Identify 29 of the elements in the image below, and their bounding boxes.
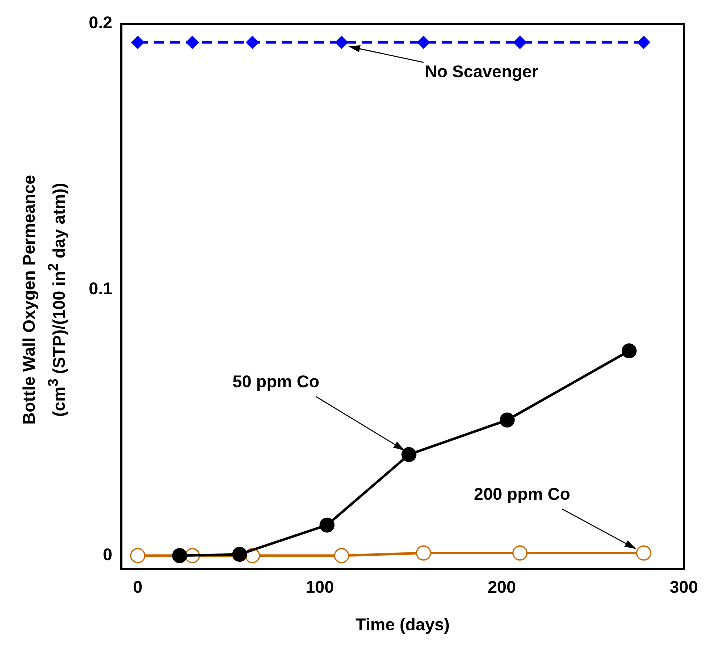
x-axis-title: Time (days) [356, 615, 450, 634]
point [500, 412, 515, 428]
point [636, 546, 652, 561]
y-tick-label: 0.2 [88, 14, 113, 33]
x-tick-label: 200 [488, 578, 516, 598]
y-tick-label: 0 [103, 546, 113, 565]
point [416, 546, 432, 561]
y-tick-label: 0.1 [88, 280, 113, 299]
point [172, 548, 188, 564]
x-tick-label: 100 [306, 578, 334, 598]
point [186, 36, 200, 50]
point [334, 548, 350, 564]
point [335, 36, 348, 50]
point [637, 36, 650, 50]
point [402, 447, 417, 462]
x-tick-label: 0 [133, 578, 143, 598]
point [622, 344, 637, 359]
point [514, 36, 527, 50]
point [132, 36, 145, 50]
point [246, 36, 260, 50]
annotation: 50 ppm Co [232, 372, 320, 392]
point [130, 548, 146, 564]
annotation: No Scavenger [425, 62, 539, 82]
point [512, 546, 528, 561]
point [417, 36, 430, 50]
point [232, 547, 248, 562]
x-tick-label: 300 [670, 578, 698, 598]
point [320, 518, 335, 533]
annotation: 200 ppm Co [474, 484, 570, 504]
